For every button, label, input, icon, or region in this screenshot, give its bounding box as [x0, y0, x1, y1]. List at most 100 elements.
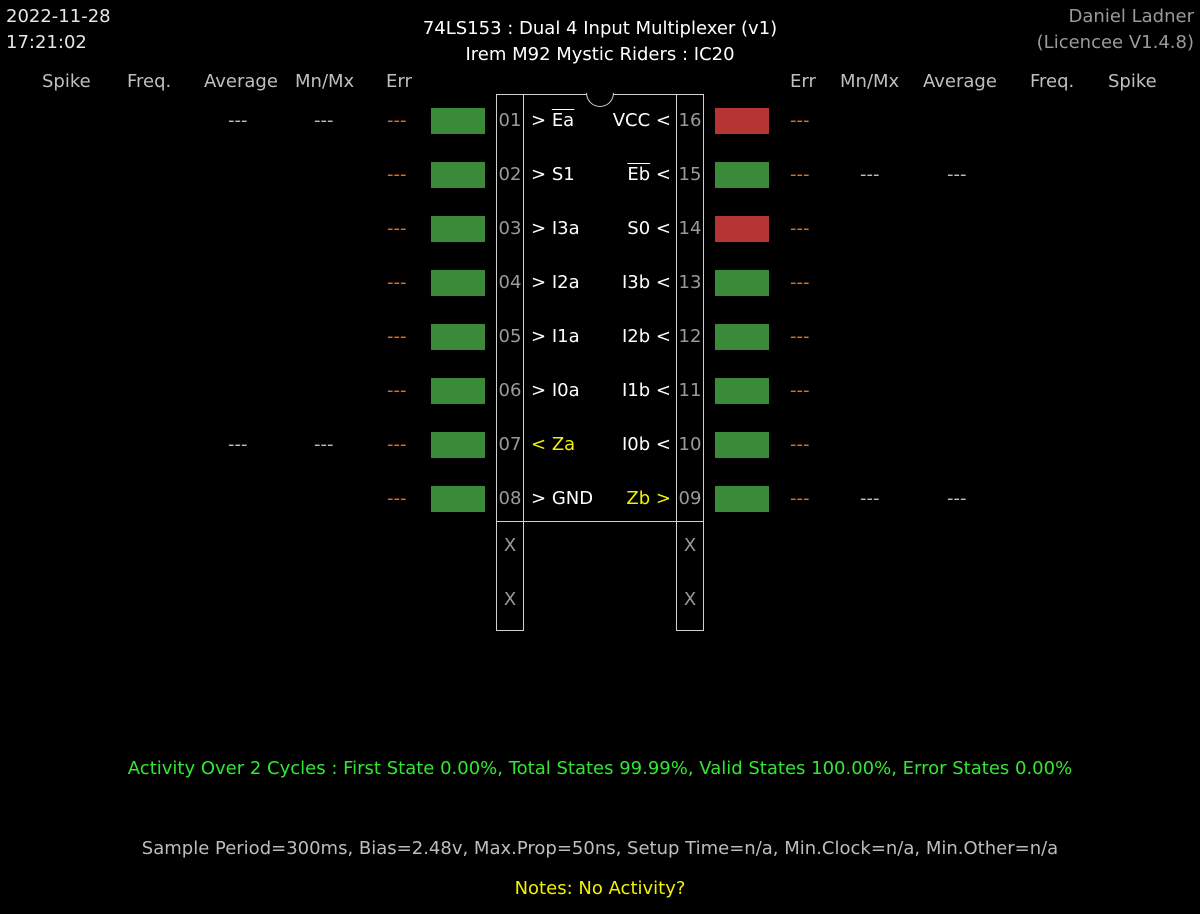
col-header-spike-left: Spike	[42, 71, 91, 92]
col-header-mnmx-left: Mn/Mx	[295, 71, 355, 92]
time-label: 17:21:02	[6, 32, 87, 53]
pin-state-indicator	[431, 108, 485, 134]
pin-label: > I2a	[531, 272, 580, 294]
pin-name: I3b	[622, 272, 651, 293]
pin-direction: <	[650, 110, 671, 131]
pin-label: S0 <	[627, 218, 671, 240]
pin-label: > Ea	[531, 110, 574, 132]
pin-label: < Za	[531, 434, 575, 456]
chip-body	[496, 94, 704, 522]
licence-label: (Licencee V1.4.8)	[1036, 32, 1194, 53]
error-value: ---	[790, 164, 810, 185]
chip-subtitle: Irem M92 Mystic Riders : IC20	[465, 44, 735, 65]
pin-number: 04	[498, 272, 522, 293]
error-value: ---	[790, 380, 810, 401]
pin-name: I0a	[551, 380, 580, 401]
author-label: Daniel Ladner	[1068, 6, 1194, 27]
pin-state-indicator	[431, 270, 485, 296]
mnmx-value: ---	[860, 488, 880, 509]
pin-number: 06	[498, 380, 522, 401]
error-value: ---	[387, 218, 407, 239]
error-value: ---	[790, 218, 810, 239]
pin-name: I1b	[622, 380, 651, 401]
pin-number: 15	[678, 164, 702, 185]
pin-label: VCC <	[613, 110, 671, 132]
pin-direction: <	[650, 218, 671, 239]
pin-direction: <	[650, 164, 671, 185]
error-value: ---	[387, 164, 407, 185]
error-value: ---	[387, 326, 407, 347]
pin-number: 02	[498, 164, 522, 185]
pin-name: I3a	[551, 218, 580, 239]
pin-name: VCC	[612, 110, 651, 131]
activity-summary: Activity Over 2 Cycles : First State 0.0…	[127, 758, 1073, 779]
pin-state-indicator	[715, 162, 769, 188]
pin-state-indicator	[715, 270, 769, 296]
pin-state-indicator	[431, 486, 485, 512]
pin-number: 05	[498, 326, 522, 347]
pin-name: Zb	[626, 488, 651, 509]
error-value: ---	[387, 110, 407, 131]
pin-direction: <	[531, 434, 552, 455]
pin-state-indicator	[715, 324, 769, 350]
pin-direction: <	[650, 380, 671, 401]
right-pin-column	[676, 94, 704, 522]
average-value: ---	[947, 488, 967, 509]
pin-direction: >	[531, 218, 552, 239]
pin-label: > GND	[531, 488, 593, 510]
pin-state-indicator	[715, 216, 769, 242]
col-header-err-right: Err	[790, 71, 816, 92]
pin-name: S1	[551, 164, 575, 185]
error-value: ---	[387, 434, 407, 455]
pin-name: Za	[551, 434, 576, 455]
average-value: ---	[947, 164, 967, 185]
pin-direction: >	[531, 110, 552, 131]
pin-state-indicator	[431, 378, 485, 404]
pin-direction: >	[531, 380, 552, 401]
pin-state-indicator	[431, 162, 485, 188]
col-header-average-left: Average	[204, 71, 278, 92]
pin-label: Zb >	[626, 488, 671, 510]
error-value: ---	[790, 434, 810, 455]
pin-label: > S1	[531, 164, 575, 186]
error-value: ---	[387, 272, 407, 293]
pin-number: 14	[678, 218, 702, 239]
col-header-mnmx-right: Mn/Mx	[840, 71, 900, 92]
pin-label: I0b <	[622, 434, 671, 456]
pin-number: 12	[678, 326, 702, 347]
col-header-average-right: Average	[923, 71, 997, 92]
pin-number: 16	[678, 110, 702, 131]
pin-label: I2b <	[622, 326, 671, 348]
pin-number: 08	[498, 488, 522, 509]
pin-direction: <	[650, 272, 671, 293]
pin-name: I0b	[622, 434, 651, 455]
pin-direction: <	[650, 326, 671, 347]
col-header-spike-right: Spike	[1108, 71, 1157, 92]
pin-name: S0	[627, 218, 651, 239]
left-pin-column	[496, 94, 524, 522]
pin-number: 07	[498, 434, 522, 455]
pin-state-indicator	[431, 324, 485, 350]
left-unused-column	[496, 521, 524, 631]
error-value: ---	[790, 272, 810, 293]
pin-label: > I3a	[531, 218, 580, 240]
unused-pin-marker: X	[503, 589, 517, 610]
unused-pin-marker: X	[683, 589, 697, 610]
date-label: 2022-11-28	[6, 6, 111, 27]
pin-direction: >	[531, 272, 552, 293]
pin-direction: >	[531, 488, 552, 509]
error-value: ---	[790, 488, 810, 509]
pin-number: 10	[678, 434, 702, 455]
col-header-err-left: Err	[386, 71, 412, 92]
mnmx-value: ---	[314, 434, 334, 455]
pin-number: 09	[678, 488, 702, 509]
pin-name: I2a	[551, 272, 580, 293]
pin-state-indicator	[715, 432, 769, 458]
pin-label: I3b <	[622, 272, 671, 294]
pin-state-indicator	[431, 216, 485, 242]
pin-direction: >	[531, 164, 552, 185]
error-value: ---	[387, 380, 407, 401]
pin-label: > I1a	[531, 326, 580, 348]
pin-state-indicator	[715, 378, 769, 404]
average-value: ---	[228, 434, 248, 455]
